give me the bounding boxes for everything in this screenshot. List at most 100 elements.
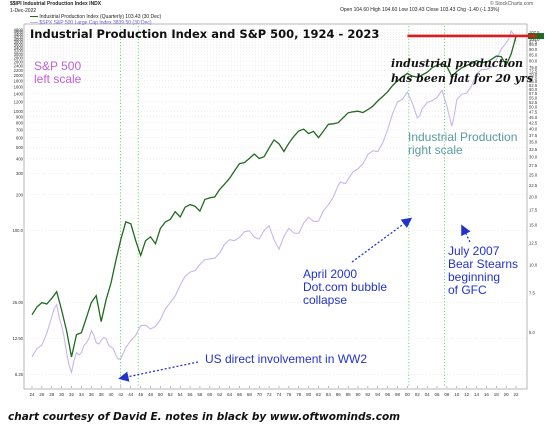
left-tick-label: 3800	[14, 40, 24, 45]
right-tick-label: 57.5	[529, 91, 538, 96]
right-tick-label: 85.0	[529, 53, 538, 58]
x-tick-label: 14	[474, 392, 480, 397]
right-tick-label: 15.0	[529, 223, 538, 228]
legend-ipi-label: Industrial Production Index (Quarterly) …	[39, 14, 162, 20]
right-tick-label: 107.5	[529, 30, 540, 35]
x-tick-label: 54	[178, 392, 184, 397]
x-tick-label: 38	[99, 392, 105, 397]
series-ipi-line	[31, 35, 517, 358]
x-tick-label: 82	[316, 392, 322, 397]
x-tick-label: 76	[286, 392, 292, 397]
left-tick-label: 1200	[14, 99, 24, 104]
right-tick-label: 35.0	[529, 140, 538, 145]
x-tick-label: 18	[494, 392, 500, 397]
left-tick-label: 200	[16, 192, 24, 197]
right-tick-label: 95.0	[529, 42, 538, 47]
chart-symbol: $$IPI Industrial Production Index INDX	[10, 1, 102, 7]
x-tick-label: 44	[128, 392, 134, 397]
right-tick-label: 65.0	[529, 79, 538, 84]
right-tick-label: 45.0	[529, 115, 538, 120]
x-tick-label: 64	[227, 392, 233, 397]
left-axis: 4800460044004200400038003600340032003000…	[13, 28, 24, 377]
right-tick-label: 90.0	[529, 47, 538, 52]
x-tick-label: 78	[296, 392, 302, 397]
left-tick-label: 4200	[14, 34, 24, 39]
left-tick-label: 1600	[14, 84, 24, 89]
left-tick-label: 100.0	[13, 228, 24, 233]
x-tick-label: 74	[276, 392, 282, 397]
right-tick-label: 67.5	[529, 75, 538, 80]
right-tick-label: 55.0	[529, 95, 538, 100]
right-tick-label: 100.0	[529, 37, 540, 42]
left-tick-label: 4800	[14, 28, 24, 33]
right-tick-label: 75.0	[529, 65, 538, 70]
series-sp500-line	[31, 29, 517, 375]
annotation-flat: industrial production has been flat for …	[391, 57, 533, 85]
x-tick-label: 80	[306, 392, 312, 397]
series-layer	[31, 29, 537, 375]
x-tick-label: 32	[69, 392, 75, 397]
left-tick-label: 900	[16, 114, 24, 119]
right-tick-label: 10.0	[529, 262, 538, 267]
left-tick-label: 25.00	[13, 300, 24, 305]
legend-spx-label: $SPX S&P 500 Large Cap Index 3839.50 (30…	[39, 20, 152, 26]
x-tick-label: 56	[188, 392, 194, 397]
x-tick-label: 70	[257, 392, 263, 397]
x-tick-label: 88	[346, 392, 352, 397]
x-tick-label: 00	[405, 392, 411, 397]
x-tick-label: 50	[158, 392, 164, 397]
right-tick-label: 22.5	[529, 183, 538, 188]
x-axis: 24 26 28 30 32 34 36 38 40 42 44 46 48 50 52 54 56 58 60 62…	[29, 386, 519, 397]
right-tick-label: 60.0	[529, 87, 538, 92]
right-tick-label: 37.5	[529, 133, 538, 138]
left-tick-label: 3200	[14, 49, 24, 54]
right-tick-label: 17.5	[529, 207, 538, 212]
x-tick-label: 24	[29, 392, 35, 397]
x-tick-label: 92	[365, 392, 371, 397]
left-tick-label: 4600	[14, 30, 24, 35]
x-tick-label: 20	[504, 392, 510, 397]
right-tick-label: 72.5	[529, 68, 538, 73]
left-tick-label: 6.25	[15, 372, 24, 377]
annotation-ww2: US direct involvement in WW2	[205, 352, 368, 366]
chart-title: Industrial Production Index and S&P 500,…	[30, 27, 380, 41]
right-tick-label: 5.0	[529, 330, 535, 335]
chart-date: 1-Dec-2022	[10, 8, 37, 14]
left-tick-label: 2200	[14, 68, 24, 73]
right-tick-label: 20.0	[529, 194, 538, 199]
x-tick-label: 10	[454, 392, 460, 397]
x-tick-label: 72	[267, 392, 273, 397]
x-tick-label: 66	[237, 392, 243, 397]
x-tick-label: 16	[484, 392, 490, 397]
x-tick-label: 12	[464, 392, 470, 397]
x-tick-label: 04	[425, 392, 431, 397]
right-tick-label: 70.0	[529, 72, 538, 77]
left-tick-label: 2000	[14, 73, 24, 78]
right-tick-label: 40.0	[529, 127, 538, 132]
right-tick-label: 50.0	[529, 105, 538, 110]
x-tick-label: 06	[435, 392, 441, 397]
x-tick-label: 22	[514, 392, 520, 397]
left-tick-label: 700	[16, 127, 24, 132]
left-tick-label: 300	[16, 171, 24, 176]
legend-ipi-swatch	[30, 15, 38, 18]
left-tick-label: 1000	[14, 109, 24, 114]
x-tick-label: 46	[138, 392, 144, 397]
ohlc-readout: Open 104.60 High 104.60 Low 103.43 Close…	[340, 7, 500, 13]
left-tick-label: 4400	[14, 32, 24, 37]
right-tick-label: 7.5	[529, 290, 535, 295]
left-tick-label: 2400	[14, 63, 24, 68]
x-tick-label: 42	[118, 392, 124, 397]
arrow-bear-stearns	[461, 224, 471, 243]
annotation-dotcom: April 2000 Dot.com bubble collapse	[303, 267, 388, 307]
x-tick-label: 40	[109, 392, 115, 397]
x-tick-label: 26	[39, 392, 45, 397]
annotation-ipi: Industrial Production right scale	[408, 130, 518, 157]
left-tick-label: 400	[16, 156, 24, 161]
left-tick-label: 3600	[14, 42, 24, 47]
right-tick-label: 62.5	[529, 83, 538, 88]
legend-ipi: Industrial Production Index (Quarterly) …	[30, 14, 161, 20]
x-tick-label: 68	[247, 392, 253, 397]
x-tick-label: 36	[89, 392, 95, 397]
x-tick-label: 28	[49, 392, 55, 397]
